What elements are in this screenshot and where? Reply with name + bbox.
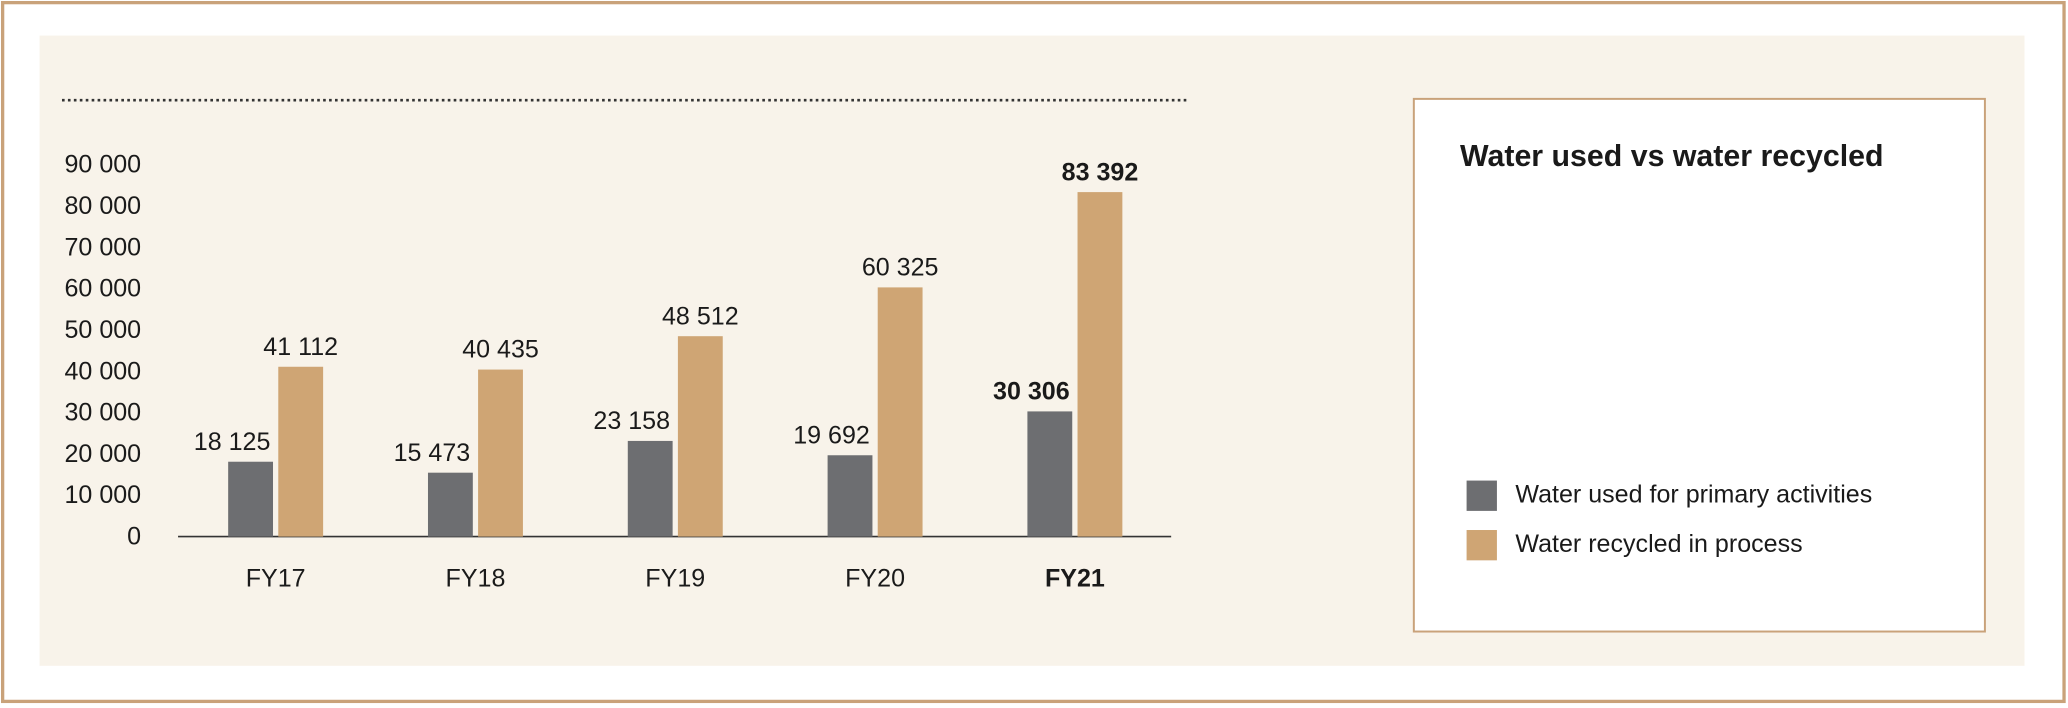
value-label: 30 306 [993, 378, 1070, 406]
legend-label: Water recycled in process [1515, 530, 1802, 558]
bar [1077, 192, 1123, 537]
legend-box [1412, 97, 1986, 633]
x-tick-label: FY21 [1045, 565, 1105, 593]
value-label: 15 473 [394, 439, 471, 467]
y-tick-label: 10 000 [64, 481, 141, 509]
legend-swatch [1466, 480, 1497, 511]
bar [427, 472, 473, 537]
bar [478, 369, 523, 537]
bar [677, 336, 723, 537]
value-label: 18 125 [194, 428, 271, 456]
value-label: 19 692 [793, 421, 870, 449]
y-tick-label: 20 000 [64, 440, 141, 468]
chart-title: Water used vs water recycled [1460, 140, 1884, 173]
bar [877, 287, 923, 537]
value-label: 23 158 [593, 407, 670, 435]
bar [278, 366, 324, 537]
y-tick-label: 30 000 [64, 399, 141, 427]
y-tick-label: 90 000 [64, 151, 141, 179]
x-tick-label: FY20 [845, 565, 905, 593]
y-tick-label: 80 000 [64, 192, 141, 220]
bar [627, 440, 673, 537]
value-label: 60 325 [862, 254, 939, 282]
value-label: 40 435 [462, 336, 539, 364]
value-label: 41 112 [263, 333, 338, 361]
bar [1027, 411, 1073, 537]
legend-swatch [1466, 530, 1497, 561]
y-tick-label: 70 000 [64, 233, 141, 261]
legend-label: Water used for primary activities [1515, 480, 1872, 508]
value-label: 83 392 [1062, 158, 1139, 186]
bar [228, 461, 274, 537]
x-tick-label: FY17 [246, 565, 306, 593]
y-tick-label: 60 000 [64, 275, 141, 303]
x-tick-label: FY19 [645, 565, 705, 593]
y-tick-label: 0 [127, 523, 141, 551]
value-label: 48 512 [662, 302, 739, 330]
y-tick-label: 40 000 [64, 357, 141, 385]
y-tick-label: 50 000 [64, 316, 141, 344]
x-tick-label: FY18 [446, 565, 506, 593]
bar [827, 455, 873, 537]
